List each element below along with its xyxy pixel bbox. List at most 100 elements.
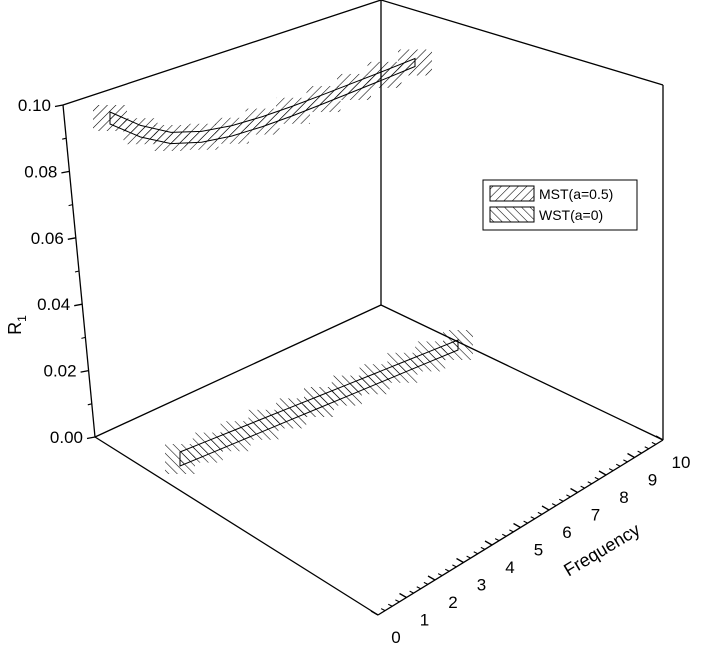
y-tick-label: 0.02	[44, 362, 77, 381]
y-tick-major	[86, 436, 96, 440]
x-tick-major	[456, 557, 464, 564]
x-tick-minor	[395, 599, 400, 603]
x-tick-minor	[494, 538, 500, 542]
x-tick-minor	[530, 516, 535, 520]
x-tick-major	[513, 522, 521, 529]
y-axis: 0.00 0.02 0.04 0.06 0.08 0.10	[18, 96, 96, 447]
x-tick-minor	[416, 586, 421, 590]
y-tick-major	[61, 170, 70, 174]
x-tick-major	[598, 470, 607, 476]
x-tick-minor	[608, 468, 614, 472]
y-tick-label: 0.06	[31, 229, 64, 248]
y-tick-minor	[62, 137, 67, 140]
y-axis-title: R1	[5, 315, 29, 335]
mst-point	[367, 61, 402, 88]
x-tick-minor	[644, 446, 649, 450]
y-tick-major	[54, 104, 64, 108]
wst-point	[415, 341, 446, 372]
x-tick-major	[541, 505, 550, 511]
x-tick-minor	[473, 551, 478, 555]
x-tick-minor	[537, 511, 543, 515]
y-tick-label: 0.08	[24, 162, 57, 181]
x-tick-minor	[559, 498, 564, 502]
x-tick-label: 5	[534, 541, 543, 560]
legend-label-wst: WST(a=0)	[539, 207, 603, 223]
x-axis-title: Frequency	[560, 519, 643, 580]
x-tick-minor	[551, 503, 557, 507]
mst-point	[306, 86, 341, 113]
x-tick-minor	[388, 603, 393, 607]
y-tick-minor	[87, 403, 92, 406]
legend-label-mst: MST(a=0.5)	[539, 186, 613, 202]
frequency-axis: 0 12 34 56 78 9 10	[370, 435, 691, 646]
back-right-edge	[380, 0, 664, 86]
mst-point	[398, 49, 432, 76]
wst-point	[304, 387, 334, 417]
x-tick-minor	[587, 481, 592, 485]
legend: MST(a=0.5) WST(a=0)	[482, 179, 638, 231]
x-tick-minor	[623, 459, 628, 463]
x-tick-minor	[523, 520, 528, 524]
y-tick-minor	[81, 336, 86, 339]
x-tick-minor	[637, 450, 642, 454]
x-tick-label: 6	[562, 523, 571, 542]
mst-point	[245, 108, 280, 135]
mst-point	[276, 97, 310, 124]
floor-back-left-edge	[94, 304, 382, 438]
wst-point	[192, 432, 223, 463]
x-tick-label: 0	[391, 628, 400, 646]
y-tick-label: 0.10	[18, 96, 51, 115]
y-tick-label: 0.04	[37, 295, 70, 314]
wst-point	[220, 421, 251, 452]
x-tick-major	[570, 487, 578, 494]
x-tick-major	[370, 610, 379, 616]
mst-point	[93, 105, 127, 131]
x-tick-label: 4	[505, 558, 514, 577]
x-tick-minor	[423, 581, 429, 585]
x-tick-minor	[509, 529, 514, 533]
x-tick-label: 10	[672, 453, 691, 472]
x-tick-minor	[566, 494, 571, 498]
x-tick-major	[399, 592, 407, 599]
y-tick-major	[74, 303, 83, 307]
x-tick-major	[427, 575, 436, 581]
x-tick-major	[655, 435, 664, 441]
mst-point	[337, 73, 371, 100]
y-tick-label: 0.00	[50, 428, 83, 447]
x-tick-label: 3	[477, 576, 486, 595]
floor-back-right-edge	[380, 304, 664, 441]
x-tick-minor	[594, 476, 600, 480]
y-tick-major	[80, 369, 89, 373]
wst-point	[443, 330, 473, 360]
back-left-edge	[62, 0, 382, 106]
mst-point	[123, 118, 158, 145]
mst-point	[154, 125, 188, 151]
wst-point	[165, 444, 195, 474]
x-tick-major	[484, 540, 493, 546]
x-tick-label: 1	[420, 611, 429, 630]
x-tick-minor	[409, 590, 414, 594]
legend-swatch-wst	[489, 206, 535, 223]
x-tick-minor	[651, 441, 657, 445]
x-tick-minor	[616, 463, 621, 467]
mst-point	[184, 123, 219, 150]
x-tick-label: 8	[619, 488, 628, 507]
wst-point	[248, 409, 279, 440]
wst-point	[359, 364, 390, 395]
mst-point	[215, 117, 249, 144]
ribbons	[93, 49, 473, 474]
x-tick-label: 9	[648, 471, 657, 490]
x-tick-major	[627, 452, 635, 459]
wst-point	[331, 375, 362, 406]
y-axis-title-main: R	[5, 322, 25, 335]
x-tick-minor	[437, 573, 443, 577]
x-tick-minor	[452, 564, 457, 568]
legend-swatch-mst	[489, 185, 535, 202]
y-axis-title-subscript: 1	[15, 315, 29, 322]
x-tick-minor	[502, 533, 507, 537]
y-tick-minor	[68, 204, 73, 207]
x-tick-label: 7	[591, 506, 600, 525]
wst-point	[387, 352, 418, 383]
floor-front-left-edge	[94, 436, 379, 616]
x-tick-minor	[580, 485, 585, 489]
